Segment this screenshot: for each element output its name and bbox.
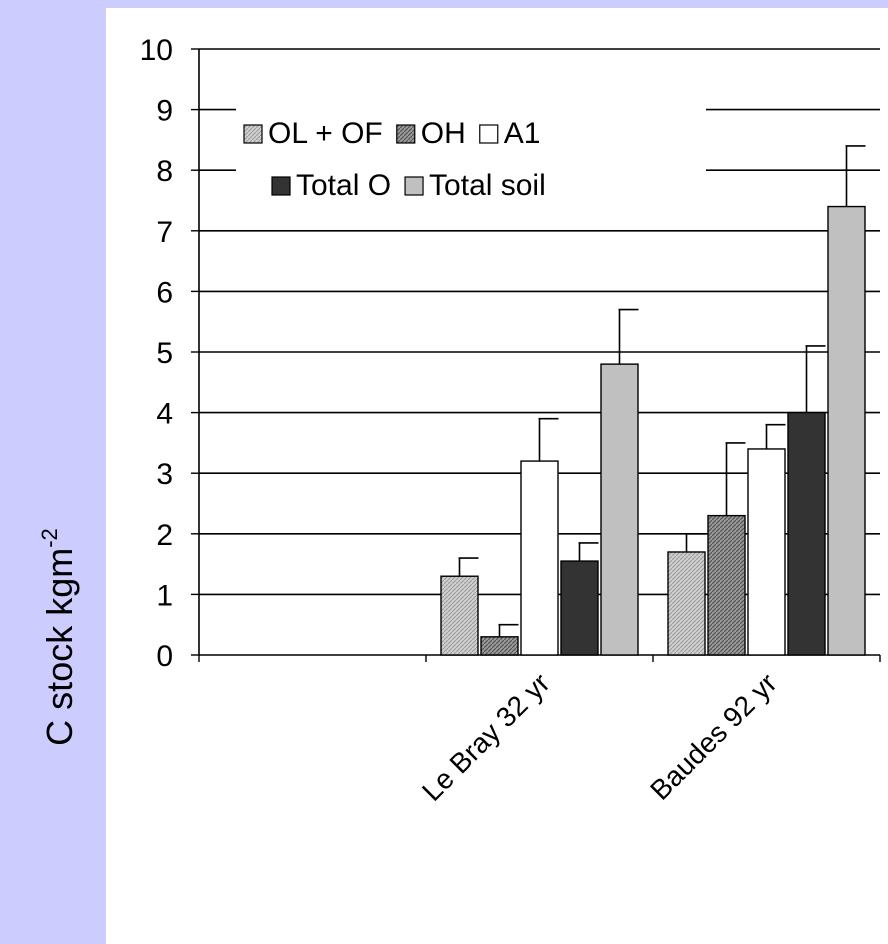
bar [600, 363, 639, 656]
legend-swatch [243, 124, 263, 144]
bar [560, 560, 599, 656]
bar [440, 575, 479, 656]
y-tick-label: 7 [156, 216, 173, 249]
x-category-label: Le Bray 32 yr [416, 667, 556, 807]
x-category-label: Baudes 92 yr [644, 667, 783, 806]
top-margin-band [106, 0, 888, 8]
legend-swatch [404, 176, 424, 196]
bar [827, 205, 866, 656]
y-tick-label: 4 [156, 398, 173, 431]
bar [707, 514, 746, 656]
legend-swatch [271, 176, 291, 196]
bar [480, 636, 519, 656]
legend-label: OL + OF [268, 117, 383, 150]
left-margin-band [0, 0, 106, 944]
y-tick-label: 0 [156, 640, 173, 673]
bar [747, 448, 786, 656]
legend-label: OH [421, 117, 466, 150]
bar [787, 411, 826, 656]
legend-label: Total soil [429, 169, 546, 202]
y-tick-label: 10 [140, 34, 173, 67]
y-tick-label: 9 [156, 95, 173, 128]
legend-background [236, 108, 706, 214]
y-tick-label: 2 [156, 519, 173, 552]
y-tick-label: 5 [156, 337, 173, 370]
bars [440, 205, 866, 656]
legend-label: A1 [504, 117, 541, 150]
bar [667, 551, 706, 656]
y-tick-label: 8 [156, 155, 173, 188]
legend-swatch [479, 124, 499, 144]
y-tick-label: 1 [156, 579, 173, 612]
y-tick-label: 6 [156, 276, 173, 309]
error-bars [458, 145, 866, 637]
legend-label: Total O [296, 169, 391, 202]
y-tick-label: 3 [156, 458, 173, 491]
legend: OL + OF OH A1 Total O Total soil [236, 108, 706, 214]
legend-swatch [396, 124, 416, 144]
bar [520, 460, 559, 656]
